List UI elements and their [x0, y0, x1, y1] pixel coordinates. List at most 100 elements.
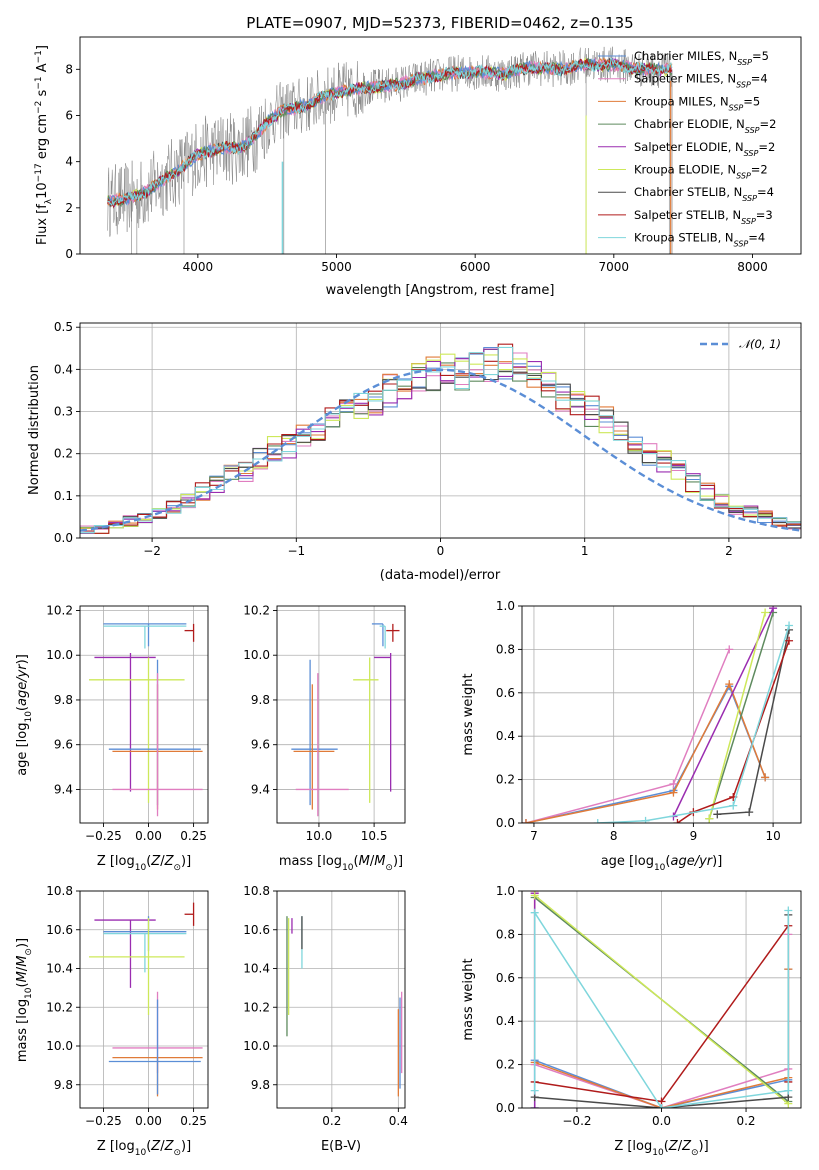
weight-marker [769, 606, 778, 613]
legend-sub: SSP [734, 239, 749, 248]
weight-marker [530, 908, 539, 917]
x-tick-label: 4000 [183, 260, 214, 274]
y-tick-label: 9.6 [251, 738, 270, 752]
x-axis-label: Z [log10(Z/Z⊙)] [97, 854, 191, 873]
y-axis-label-part: ] [35, 45, 50, 50]
y-tick-label: 0.5 [54, 320, 73, 334]
legend-sub: SSP [741, 216, 756, 225]
x-axis-label-part: age/yr [670, 854, 713, 869]
mass-vs-metallicity-panel: −0.25 0.00 0.25 9.8 10.0 10.2 10.4 10.6 10.8 Z [l… [15, 884, 209, 1158]
plot-area [80, 343, 801, 534]
legend-sub: SSP [729, 103, 744, 112]
x-tick-label: 0.00 [135, 829, 162, 843]
x-tick-label: 0.2 [736, 1114, 755, 1128]
y-tick-label: 4 [65, 155, 73, 169]
x-axis-label-part: ⊙ [173, 1148, 181, 1158]
y-tick-label: 0.0 [54, 531, 73, 545]
x-tick-label: −2 [143, 544, 161, 558]
figure-title: PLATE=0907, MJD=52373, FIBERID=0462, z=0… [246, 14, 633, 32]
x-axis-label-part: Z [150, 854, 161, 869]
x-tick-label: 10.0 [306, 829, 333, 843]
model-spectrum-salpeter-stelib [107, 58, 673, 209]
y-tick-label: 0.4 [496, 1014, 515, 1028]
x-axis-label-part: 10 [135, 1148, 147, 1158]
x-tick-label: 1 [581, 544, 589, 558]
model-spectrum-kroupa-stelib [107, 57, 673, 207]
y-tick-label: 0.4 [496, 729, 515, 743]
y-axis-label-part: Flux [f [35, 204, 50, 245]
y-axis-label-part: 10 [35, 182, 50, 199]
y-axis-label-part: 10 [24, 711, 34, 723]
weight-line-salpeter-stelib [676, 640, 790, 823]
y-axis-label: age [log10(age/yr)] [15, 654, 34, 776]
x-tick-label: −0.25 [85, 829, 122, 843]
y-axis-label-part: λ [44, 198, 54, 204]
histogram-kroupa-elodie [80, 353, 801, 534]
legend-tail: =2 [760, 117, 777, 131]
plot-area [286, 916, 403, 1097]
legend-text: Salpeter MILES, N [634, 72, 736, 86]
y-tick-label: 1.0 [496, 884, 515, 898]
legend-text: Kroupa MILES, N [634, 94, 729, 108]
y-tick-label: 10.6 [243, 923, 270, 937]
x-tick-label: 0.2 [322, 1114, 341, 1128]
residual-histogram-panel: −2 −1 0 1 2 0.0 0.1 0.2 0.3 0.4 0.5 𝒩(0, 1) (data-mo… [27, 320, 802, 583]
weight-marker [705, 814, 714, 823]
x-axis-label-part: )] [181, 1139, 191, 1154]
y-tick-label: 8 [65, 62, 73, 76]
x-axis-label-part: M [374, 854, 385, 869]
y-tick-label: 0.1 [54, 489, 73, 503]
weight-marker [784, 906, 793, 915]
legend-tail: =4 [751, 72, 768, 86]
y-tick-label: 10.2 [243, 1000, 270, 1014]
plot-area [530, 891, 793, 1108]
legend-tail: =5 [752, 49, 769, 63]
x-axis-label: wavelength [Angstrom, rest frame] [326, 283, 555, 298]
legend-text: Chabrier STELIB, N [634, 185, 742, 199]
y-tick-label: 10.0 [243, 1039, 270, 1053]
x-axis-label-part: 10 [135, 863, 147, 873]
y-tick-label: 0.0 [496, 816, 515, 830]
weight-vs-metallicity-panel: −0.2 0.0 0.20.00.20.40.60.81.0Z [log10(Z/Z… [461, 884, 802, 1158]
x-axis-label-part: M [359, 854, 370, 869]
weight-marker [669, 788, 678, 797]
legend-tail: =2 [751, 163, 768, 177]
y-axis-label: Flux [fλ10−17 erg cm−2 s−1 A−1] [34, 45, 54, 245]
x-tick-label: −1 [287, 544, 305, 558]
weight-line-kroupa-miles [525, 682, 766, 823]
legend-entry: Kroupa ELODIE, NSSP=2 [634, 163, 768, 181]
y-axis-label-part: s [35, 89, 50, 100]
x-tick-label: −0.25 [85, 1114, 122, 1128]
x-axis-label-part: / [370, 854, 375, 869]
x-axis-label: Z [log10(Z/Z⊙)] [97, 1139, 191, 1158]
y-axis-label-part: age/yr [15, 663, 30, 706]
legend-entry: Chabrier MILES, NSSP=5 [634, 49, 769, 67]
x-axis-label-part: ( [354, 854, 359, 869]
x-axis-label-part: 10 [342, 863, 354, 873]
x-axis-label-part: )] [393, 854, 403, 869]
y-tick-label: 10.8 [46, 884, 73, 898]
x-axis-label-part: Z [log [614, 1139, 652, 1154]
weight-marker [725, 680, 734, 689]
y-tick-label: 0.3 [54, 405, 73, 419]
x-axis-label-part: ( [664, 1139, 669, 1154]
weight-line-kroupa-elodie [708, 612, 766, 819]
y-tick-label: 9.4 [251, 782, 270, 796]
x-tick-label: 9 [690, 829, 698, 843]
y-tick-label: 10.6 [46, 923, 73, 937]
spectrum-panel: 4000 5000 6000 7000 8000 0 2 4 6 8 wavelength [Ang… [34, 36, 802, 298]
legend-sub: SSP [742, 194, 757, 203]
weight-line-chabrier-elodie [708, 612, 774, 819]
x-tick-label: 0.0 [652, 1114, 671, 1128]
plot-area [291, 623, 400, 817]
weight-marker [784, 1086, 793, 1095]
x-tick-label: 5000 [321, 260, 352, 274]
normal-curve [80, 368, 801, 532]
x-axis-label-part: ⊙ [173, 863, 181, 873]
legend-entry: Salpeter STELIB, NSSP=3 [634, 208, 773, 226]
age-vs-metallicity-panel: −0.25 0.00 0.259.49.69.810.010.2Z [log10(Z… [15, 603, 209, 873]
y-tick-label: 6 [65, 108, 73, 122]
weight-marker [669, 779, 678, 788]
